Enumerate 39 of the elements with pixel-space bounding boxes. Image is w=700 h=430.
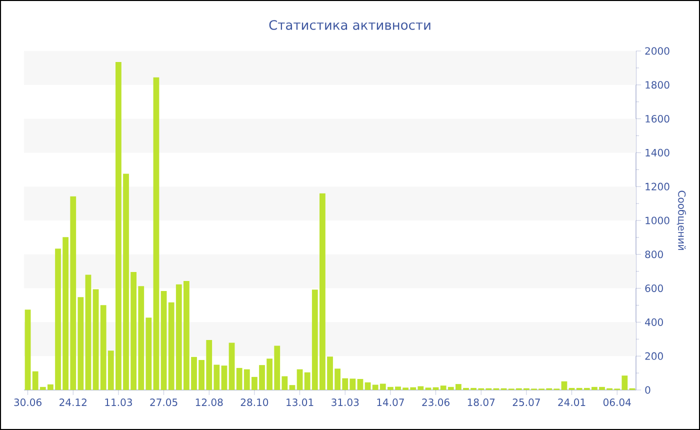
x-tick-label: 06.04 [603, 398, 631, 406]
x-tick-label: 11.03 [105, 398, 132, 406]
x-tick-label: 24.01 [558, 398, 586, 406]
bar [153, 77, 160, 390]
bar [85, 274, 92, 390]
bar [92, 289, 99, 390]
y-tick-label: 1400 [646, 148, 670, 156]
x-tick-label: 27.05 [150, 398, 178, 406]
y-tick-label: 800 [645, 250, 663, 258]
bar [364, 382, 371, 390]
chart-title: Статистика активности [269, 20, 430, 30]
y-axis-title: Сообщений [676, 190, 686, 250]
bar [296, 369, 303, 390]
x-tick-label: 14.07 [377, 398, 404, 406]
bar [228, 342, 235, 390]
bar [221, 366, 228, 390]
y-tick-label: 1800 [646, 81, 670, 89]
x-tick-label: 24.12 [60, 398, 86, 406]
y-tick-label: 600 [645, 284, 663, 292]
y-tick-label: 2000 [645, 47, 670, 55]
x-tick-label: 23.06 [422, 398, 450, 406]
y-tick-label: 1000 [646, 216, 670, 224]
bar [357, 378, 364, 390]
bar [160, 291, 167, 390]
y-tick-label: 400 [645, 318, 663, 326]
bar [289, 385, 296, 390]
x-tick-label: 18.07 [468, 398, 495, 406]
x-tick-label: 30.06 [14, 398, 42, 406]
bar [561, 381, 568, 390]
x-tick-label: 31.03 [332, 398, 359, 406]
y-tick-label: 0 [645, 386, 650, 394]
x-tick-label: 28.10 [240, 398, 268, 406]
x-tick-label: 25.07 [512, 398, 540, 406]
y-tick-label: 200 [645, 352, 663, 360]
x-tick-label: 13.01 [286, 398, 314, 406]
y-tick-label: 1600 [646, 114, 670, 123]
y-tick-label: 1200 [646, 182, 670, 190]
bar [24, 310, 31, 390]
x-tick-label: 12.08 [196, 398, 223, 406]
